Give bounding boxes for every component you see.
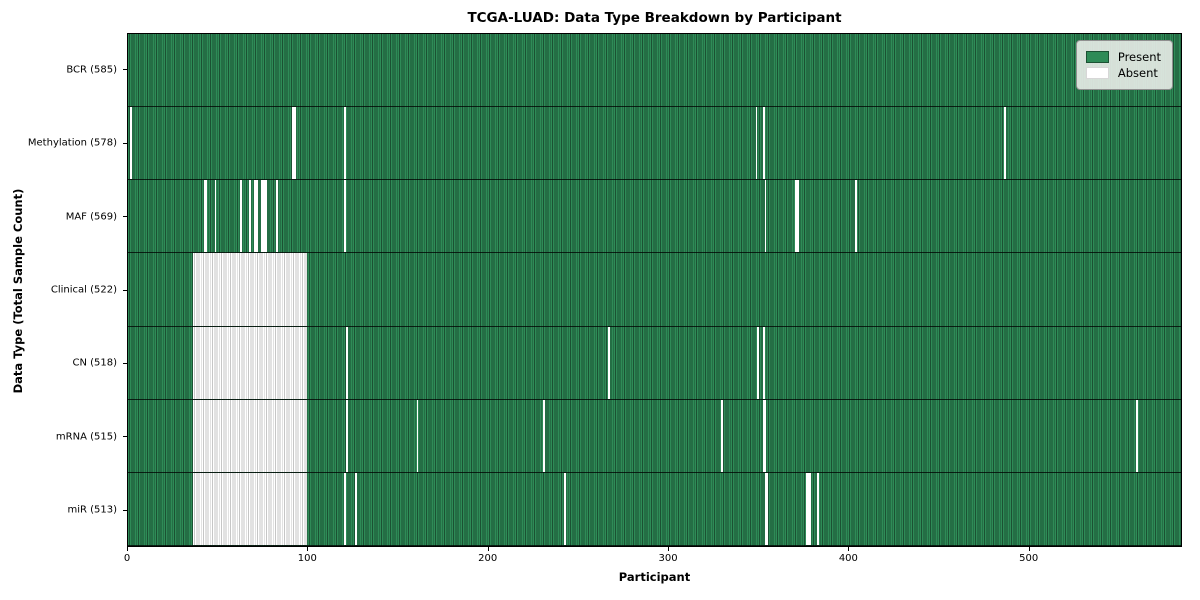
absent-bar xyxy=(192,399,307,472)
xtick-mark xyxy=(668,547,670,551)
xtick-mark xyxy=(307,547,309,551)
absent-bar xyxy=(1004,107,1007,180)
plot-area: Present Absent xyxy=(127,33,1182,547)
absent-bar xyxy=(346,326,348,399)
ytick-label-cn: CN (518) xyxy=(72,357,117,369)
absent-bar xyxy=(192,326,307,399)
chart-title: TCGA-LUAD: Data Type Breakdown by Partic… xyxy=(467,10,842,26)
ytick-label-maf: MAF (569) xyxy=(65,211,117,223)
absent-bar xyxy=(764,180,767,253)
presence-row-clinical xyxy=(128,253,1181,327)
absent-bar xyxy=(344,107,347,180)
absent-bar xyxy=(346,399,348,472)
presence-row-bcr xyxy=(128,34,1181,108)
absent-bar xyxy=(764,472,769,545)
ytick-mark xyxy=(123,142,127,144)
presence-row-methylation xyxy=(128,107,1181,181)
presence-row-cn xyxy=(128,326,1181,400)
absent-bar xyxy=(854,180,857,253)
x-axis-label: Participant xyxy=(618,570,691,584)
absent-bar xyxy=(762,399,767,472)
absent-bar xyxy=(344,180,347,253)
xtick-label: 200 xyxy=(478,553,498,564)
present-swatch-icon xyxy=(1085,51,1109,63)
presence-row-mrna xyxy=(128,399,1181,473)
absent-bar xyxy=(129,107,132,180)
ytick-label-mir: miR (513) xyxy=(67,504,117,516)
xtick-label: 500 xyxy=(1019,553,1039,564)
absent-bar xyxy=(355,472,358,545)
absent-bar xyxy=(607,326,610,399)
absent-bar xyxy=(816,472,819,545)
xtick-label: 100 xyxy=(297,553,317,564)
absent-bar xyxy=(292,107,296,180)
legend: Present Absent xyxy=(1075,40,1173,90)
ytick-mark xyxy=(123,289,127,291)
absent-bar xyxy=(239,180,242,253)
ytick-label-mrna: mRNA (515) xyxy=(55,431,117,443)
absent-bar xyxy=(806,472,812,545)
xtick-mark xyxy=(848,547,850,551)
xtick-mark xyxy=(487,547,489,551)
legend-item-absent: Absent xyxy=(1085,66,1161,80)
absent-bar xyxy=(564,472,567,545)
presence-row-maf xyxy=(128,180,1181,254)
absent-bar xyxy=(757,326,760,399)
ytick-mark xyxy=(123,69,127,71)
absent-bar xyxy=(248,180,251,253)
ytick-mark xyxy=(123,216,127,218)
ytick-mark xyxy=(123,509,127,511)
absent-bar xyxy=(192,472,307,545)
absent-bar xyxy=(542,399,545,472)
xtick-label: 0 xyxy=(123,553,131,564)
absent-bar xyxy=(762,107,765,180)
legend-label-absent: Absent xyxy=(1117,66,1158,80)
ytick-mark xyxy=(123,362,127,364)
absent-bar xyxy=(795,180,799,253)
absent-bar xyxy=(254,180,258,253)
xtick-label: 300 xyxy=(658,553,678,564)
xtick-mark xyxy=(1028,547,1030,551)
absent-bar xyxy=(762,326,765,399)
absent-bar xyxy=(1136,399,1138,472)
ytick-mark xyxy=(123,436,127,438)
xtick-label: 400 xyxy=(838,553,858,564)
absent-bar xyxy=(203,180,208,253)
absent-bar xyxy=(214,180,217,253)
ytick-label-bcr: BCR (585) xyxy=(66,64,117,76)
ytick-label-clinical: Clinical (522) xyxy=(50,284,117,296)
xtick-mark xyxy=(127,547,128,551)
absent-bar xyxy=(275,180,278,253)
absent-swatch-icon xyxy=(1085,67,1109,79)
absent-bar xyxy=(755,107,758,180)
presence-row-mir xyxy=(128,472,1181,546)
ytick-label-methylation: Methylation (578) xyxy=(27,137,117,149)
absent-bar xyxy=(416,399,419,472)
legend-label-present: Present xyxy=(1117,50,1161,64)
legend-item-present: Present xyxy=(1085,50,1161,64)
absent-bar xyxy=(192,253,307,326)
absent-bar xyxy=(344,472,347,545)
absent-bar xyxy=(721,399,724,472)
absent-bar xyxy=(261,180,267,253)
